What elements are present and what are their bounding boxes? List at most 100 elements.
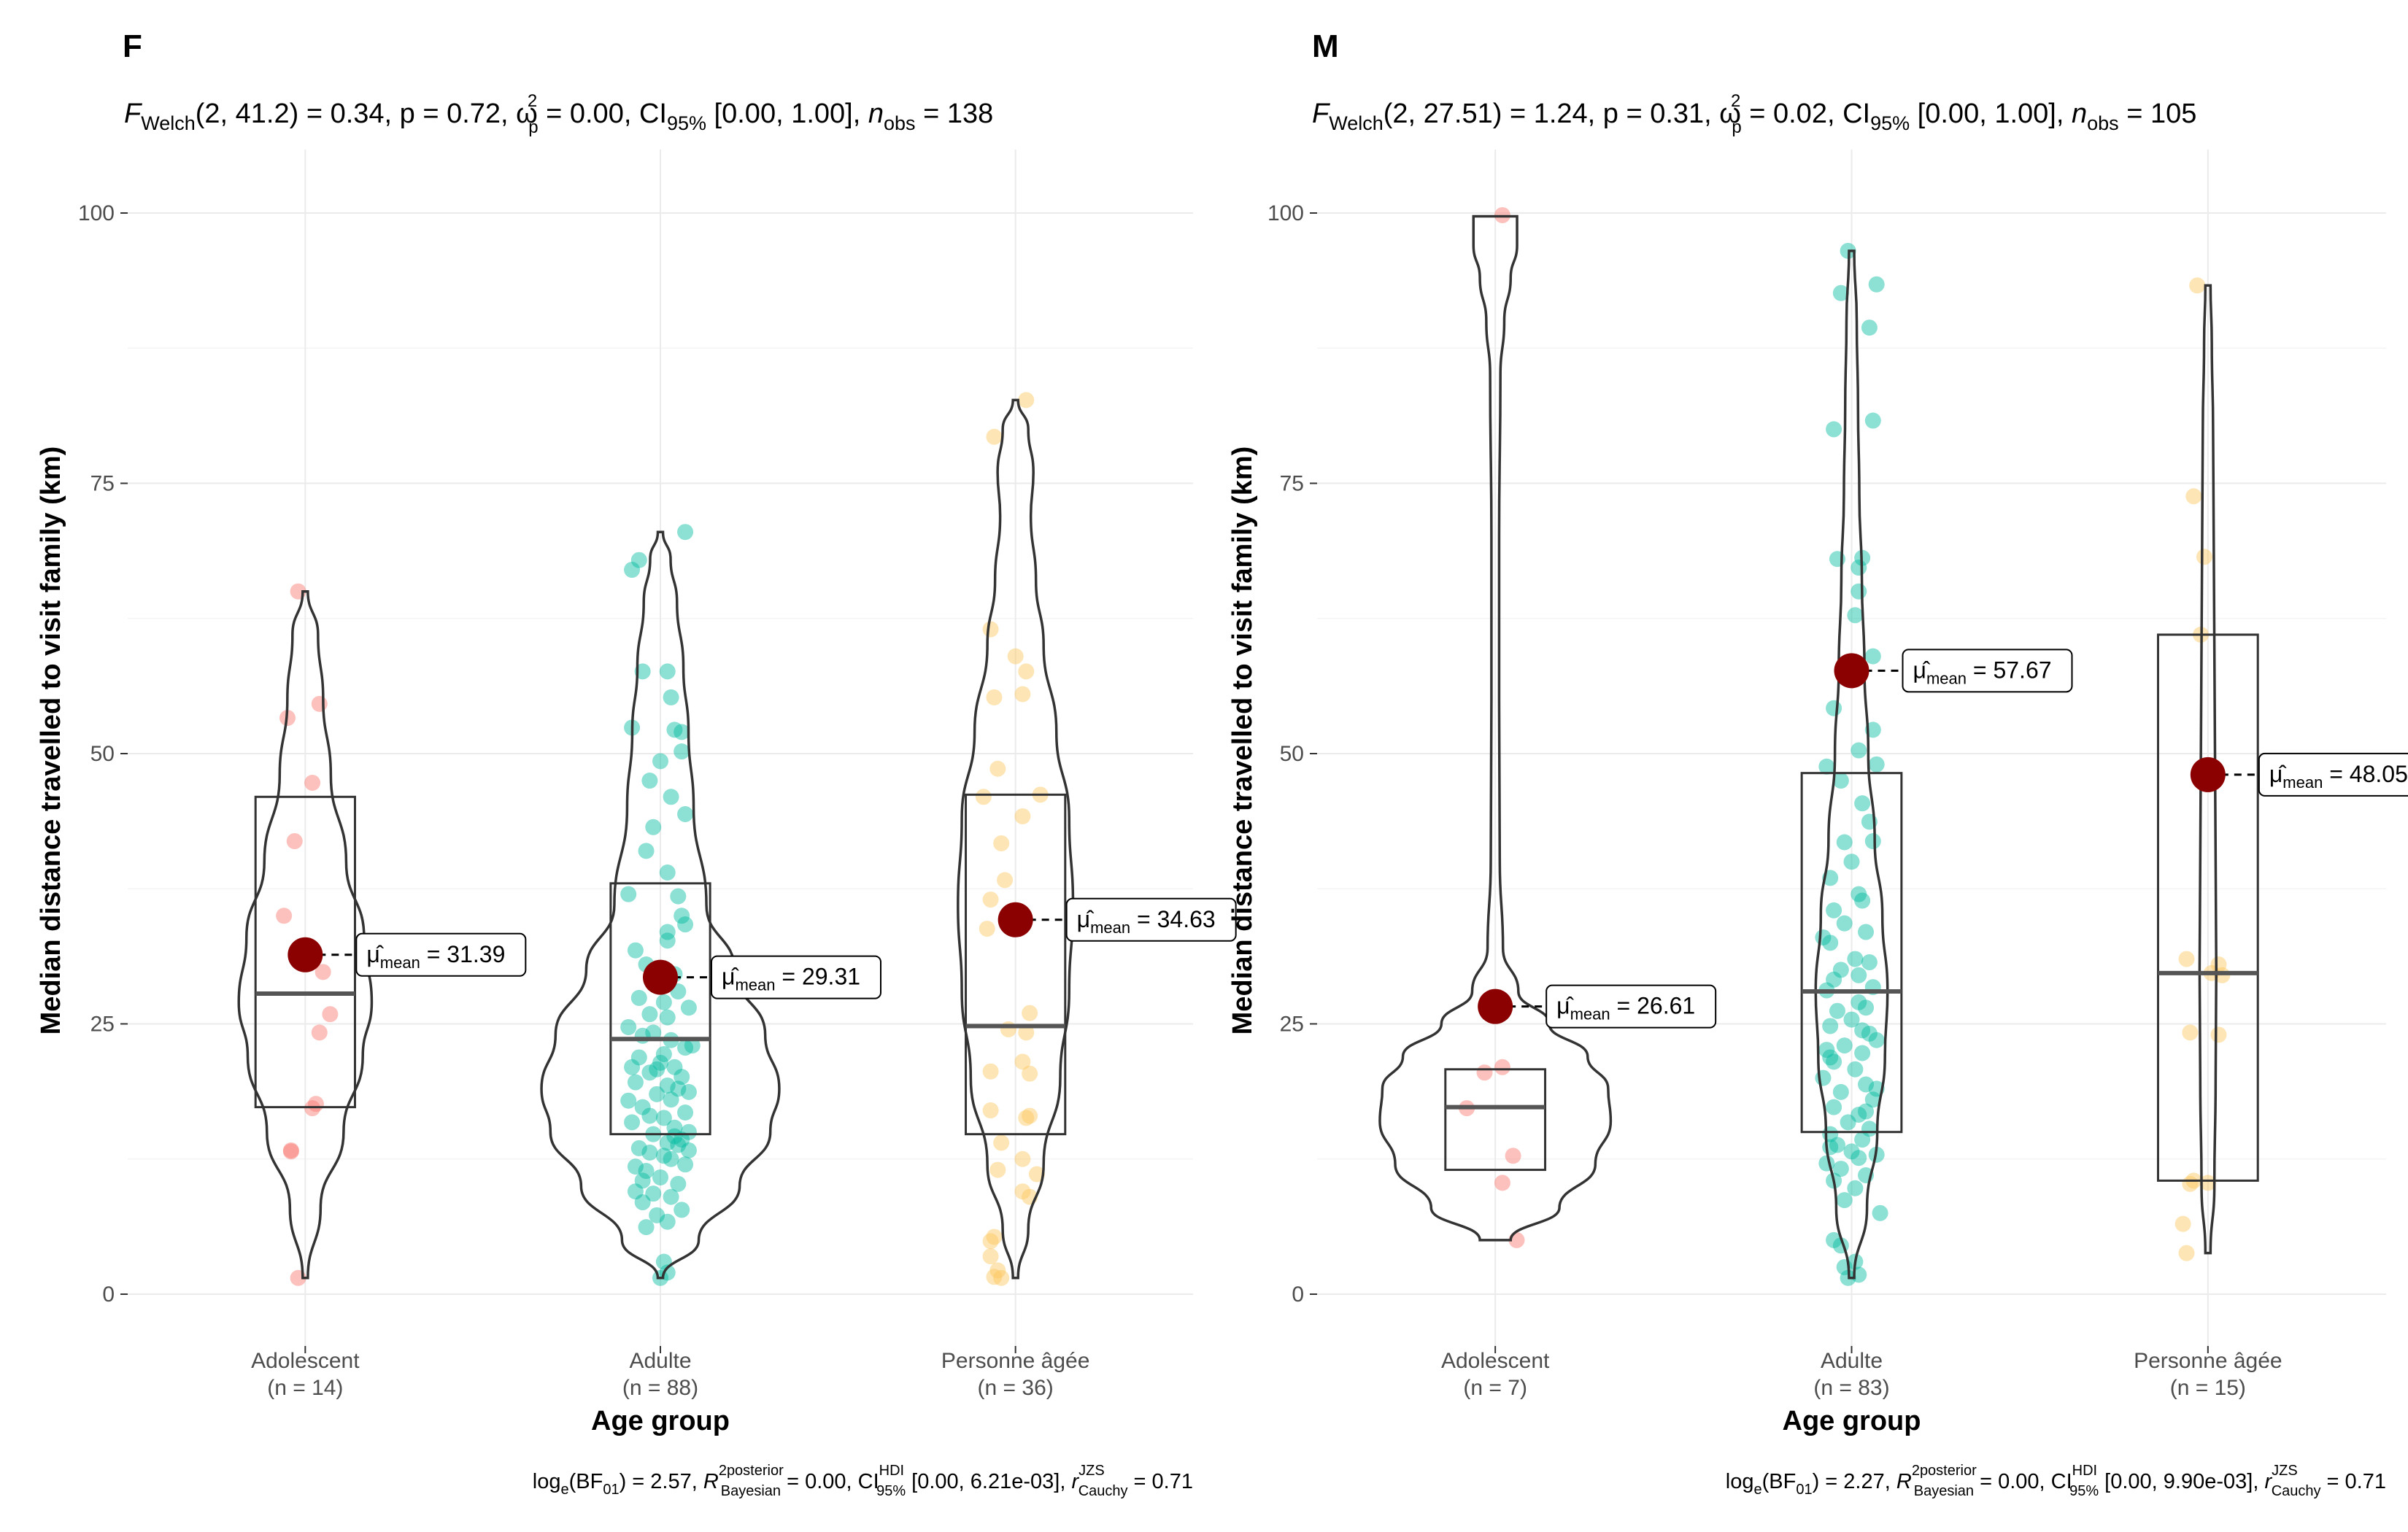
data-point bbox=[1822, 1018, 1839, 1034]
data-point bbox=[1851, 1150, 1867, 1167]
box bbox=[609, 882, 711, 1136]
y-tick-label: 100 bbox=[78, 201, 115, 225]
subtitle-n-sub: obs bbox=[2087, 112, 2119, 134]
data-point bbox=[1854, 795, 1871, 812]
data-point bbox=[1843, 854, 1860, 870]
panel-label: F bbox=[123, 28, 142, 64]
caption-r: r bbox=[1071, 1470, 1079, 1493]
caption-log: log bbox=[533, 1470, 561, 1493]
data-point bbox=[1000, 1021, 1016, 1037]
box bbox=[2156, 633, 2259, 1182]
mean-label-sub: mean bbox=[2282, 773, 2323, 792]
data-point bbox=[314, 964, 331, 980]
mean-label-sub: mean bbox=[735, 976, 775, 994]
data-point bbox=[1851, 1106, 1867, 1123]
data-point bbox=[1847, 1180, 1864, 1196]
panel-m: M FWelch(2, 27.51) = 1.24, p = 0.31, ω2 p … bbox=[1227, 28, 2408, 1499]
data-point bbox=[638, 1163, 655, 1180]
mean-label: μ̂mean = 29.31 bbox=[722, 964, 860, 994]
subtitle-p: p = 0.31, bbox=[1603, 98, 1720, 129]
mean-label-value: = 26.61 bbox=[1610, 993, 1696, 1019]
subtitle-effect-symbol: ω bbox=[516, 98, 538, 129]
data-point bbox=[620, 1018, 637, 1035]
data-point bbox=[1826, 1231, 1842, 1248]
subtitle-effect-value: = 0.00, CI bbox=[539, 98, 667, 129]
data-point bbox=[624, 1059, 641, 1075]
data-point bbox=[649, 1207, 665, 1223]
data-point bbox=[1836, 1037, 1853, 1054]
caption-r-value: = 0.71 bbox=[2321, 1470, 2387, 1493]
data-point bbox=[2178, 951, 2195, 967]
subtitle-ci-sub: 95% bbox=[1870, 112, 1910, 134]
data-point bbox=[680, 999, 697, 1016]
data-point bbox=[659, 1009, 676, 1026]
mean-label-value: = 34.63 bbox=[1130, 906, 1216, 932]
data-point bbox=[2178, 1245, 2195, 1261]
mean-point bbox=[1834, 653, 1869, 689]
data-point bbox=[652, 1054, 668, 1071]
data-point bbox=[311, 695, 328, 712]
x-tick-label: Adolescent bbox=[1441, 1349, 1550, 1373]
data-point bbox=[1028, 1166, 1045, 1183]
mean-label-box bbox=[1902, 649, 2073, 693]
y-tick-label: 50 bbox=[90, 742, 115, 766]
caption-r2-sub: Bayesian bbox=[1914, 1483, 1974, 1499]
data-point bbox=[1826, 971, 1842, 988]
data-point bbox=[1014, 1183, 1031, 1200]
data-point bbox=[655, 994, 672, 1010]
data-point bbox=[638, 843, 655, 859]
subtitle-effect-symbol: ω bbox=[1719, 98, 1741, 129]
subtitle-ci-text: [0.00, 1.00], bbox=[706, 98, 868, 129]
caption-bf-value: ) = 2.57, bbox=[620, 1470, 703, 1493]
gridlines bbox=[128, 150, 1193, 1346]
box bbox=[1444, 1068, 1547, 1172]
subtitle-ci-text: [0.00, 1.00], bbox=[1910, 98, 2072, 129]
data-point bbox=[1864, 648, 1881, 665]
mean-label: μ̂mean = 34.63 bbox=[1077, 906, 1216, 937]
mean-label-sub: mean bbox=[380, 953, 420, 972]
data-point bbox=[1861, 320, 1878, 336]
data-point bbox=[1843, 1011, 1860, 1028]
data-point bbox=[655, 1148, 672, 1164]
data-point bbox=[1829, 1137, 1845, 1153]
data-point bbox=[641, 1064, 658, 1081]
mean-point bbox=[288, 937, 323, 972]
caption: loge(BF01) = 2.27, R2posterior Bayesian =… bbox=[1726, 1463, 2386, 1499]
subtitle-ci-sub: 95% bbox=[667, 112, 706, 134]
data-point bbox=[634, 1172, 651, 1189]
data-point bbox=[649, 1086, 665, 1102]
data-point bbox=[1014, 1150, 1031, 1167]
caption-r2: R bbox=[703, 1470, 719, 1493]
x-tick-count: (n = 36) bbox=[978, 1376, 1054, 1400]
data-point bbox=[286, 833, 303, 850]
subtitle-effect-sup: 2 bbox=[1731, 91, 1740, 111]
data-point bbox=[304, 775, 321, 792]
y-tick-label: 25 bbox=[1280, 1013, 1304, 1037]
data-point bbox=[1851, 994, 1867, 1010]
caption-bf-sub: 01 bbox=[603, 1482, 619, 1498]
data-point bbox=[982, 1233, 999, 1250]
caption-ci-value: [0.00, 9.90e-03], bbox=[2099, 1470, 2264, 1493]
data-point bbox=[670, 1137, 687, 1153]
y-tick-label: 0 bbox=[1292, 1283, 1304, 1307]
data-point bbox=[663, 1150, 679, 1167]
data-point bbox=[1864, 412, 1881, 429]
data-point bbox=[1815, 1069, 1832, 1086]
data-point bbox=[1829, 1002, 1845, 1019]
violin-outline bbox=[957, 398, 1075, 1280]
mean-point bbox=[1478, 989, 1513, 1024]
data-point bbox=[677, 1040, 694, 1056]
x-tick-count: (n = 7) bbox=[1463, 1376, 1527, 1400]
data-point bbox=[1851, 560, 1867, 576]
data-point bbox=[1476, 1064, 1493, 1081]
data-point bbox=[1864, 1091, 1881, 1108]
data-point bbox=[666, 1059, 683, 1075]
data-point bbox=[1847, 951, 1864, 967]
data-point bbox=[986, 689, 1003, 705]
data-point bbox=[2196, 549, 2212, 565]
x-axis-title: Age group bbox=[591, 1406, 730, 1436]
data-point bbox=[311, 1024, 328, 1041]
violin-outline bbox=[1814, 249, 1889, 1280]
data-point bbox=[680, 1142, 697, 1158]
